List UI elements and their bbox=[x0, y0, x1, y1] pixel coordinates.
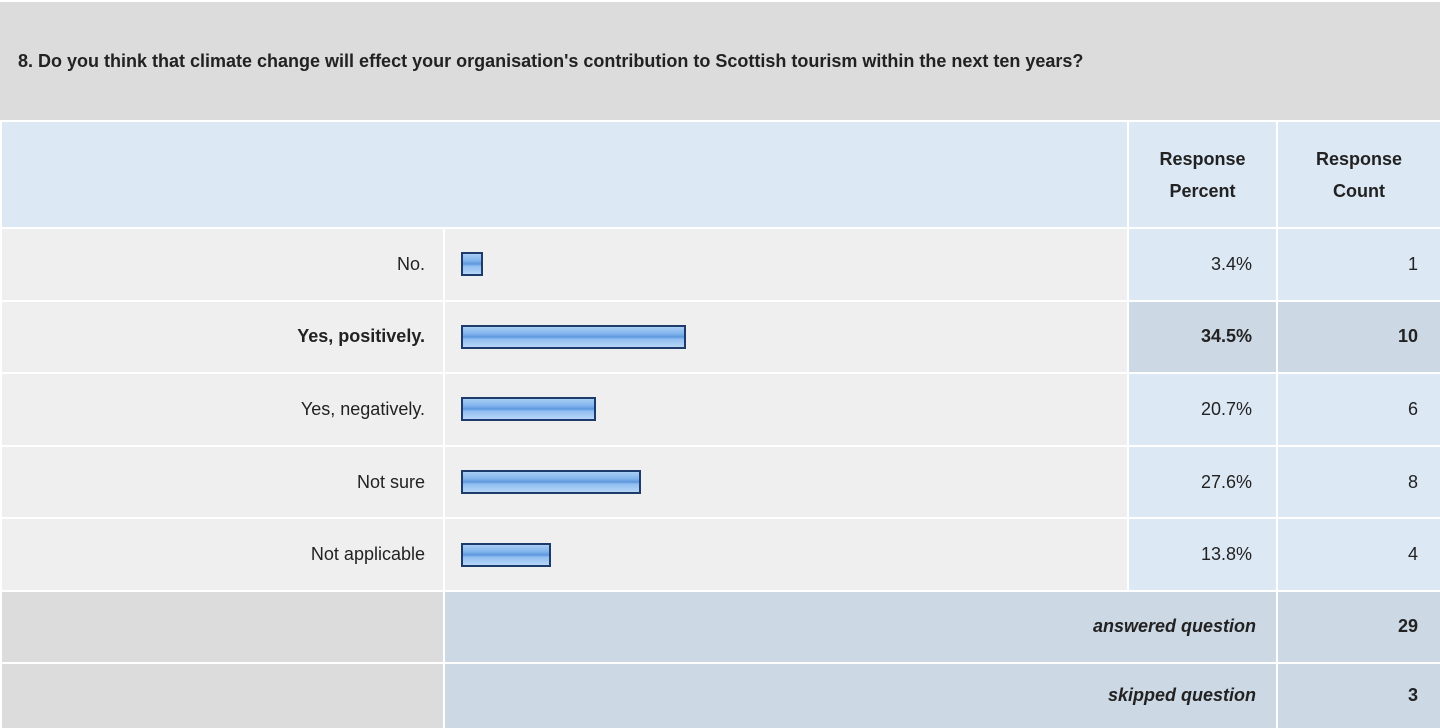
row: No. 3.4% 1 bbox=[0, 227, 1440, 302]
response-percent: 20.7% bbox=[1127, 372, 1278, 447]
summary-label: answered question bbox=[443, 589, 1278, 664]
bar bbox=[461, 324, 686, 349]
response-count: 6 bbox=[1275, 372, 1440, 447]
header-blank bbox=[0, 120, 1129, 229]
summary-label: skipped question bbox=[443, 661, 1278, 728]
bar-cell bbox=[443, 299, 1129, 375]
response-percent: 27.6% bbox=[1127, 444, 1278, 520]
response-count: 10 bbox=[1275, 299, 1440, 375]
bar bbox=[461, 397, 596, 422]
bar bbox=[461, 252, 484, 277]
row: Yes, negatively. 20.7% 6 bbox=[0, 372, 1440, 447]
header: Response Count bbox=[1275, 120, 1440, 229]
row: Not applicable 13.8% 4 bbox=[0, 517, 1440, 592]
bar-cell bbox=[443, 517, 1129, 592]
header: Response Percent bbox=[1127, 120, 1278, 229]
row: Not sure 27.6% 8 bbox=[0, 444, 1440, 520]
answer-label: Yes, negatively. bbox=[0, 372, 445, 447]
blank bbox=[0, 589, 445, 664]
response-count: 1 bbox=[1275, 227, 1440, 302]
summary-row: answered question 29 bbox=[0, 589, 1440, 664]
response-percent: 34.5% bbox=[1127, 299, 1278, 375]
answer-label: Yes, positively. bbox=[0, 299, 445, 375]
answer-label: Not applicable bbox=[0, 517, 445, 592]
bar-cell bbox=[443, 444, 1129, 520]
bar-cell bbox=[443, 227, 1129, 302]
bar bbox=[461, 542, 551, 567]
bar-cell bbox=[443, 372, 1129, 447]
answer-label: Not sure bbox=[0, 444, 445, 520]
row: Yes, positively. 34.5% 10 bbox=[0, 299, 1440, 375]
response-count: 8 bbox=[1275, 444, 1440, 520]
question: 8. Do you think that climate change will… bbox=[0, 0, 1440, 122]
response-percent: 3.4% bbox=[1127, 227, 1278, 302]
summary-count: 29 bbox=[1275, 589, 1440, 664]
answer-label: No. bbox=[0, 227, 445, 302]
bar bbox=[461, 470, 641, 495]
summary-row: skipped question 3 bbox=[0, 661, 1440, 728]
response-percent: 13.8% bbox=[1127, 517, 1278, 592]
blank bbox=[0, 661, 445, 728]
summary-count: 3 bbox=[1275, 661, 1440, 728]
response-count: 4 bbox=[1275, 517, 1440, 592]
